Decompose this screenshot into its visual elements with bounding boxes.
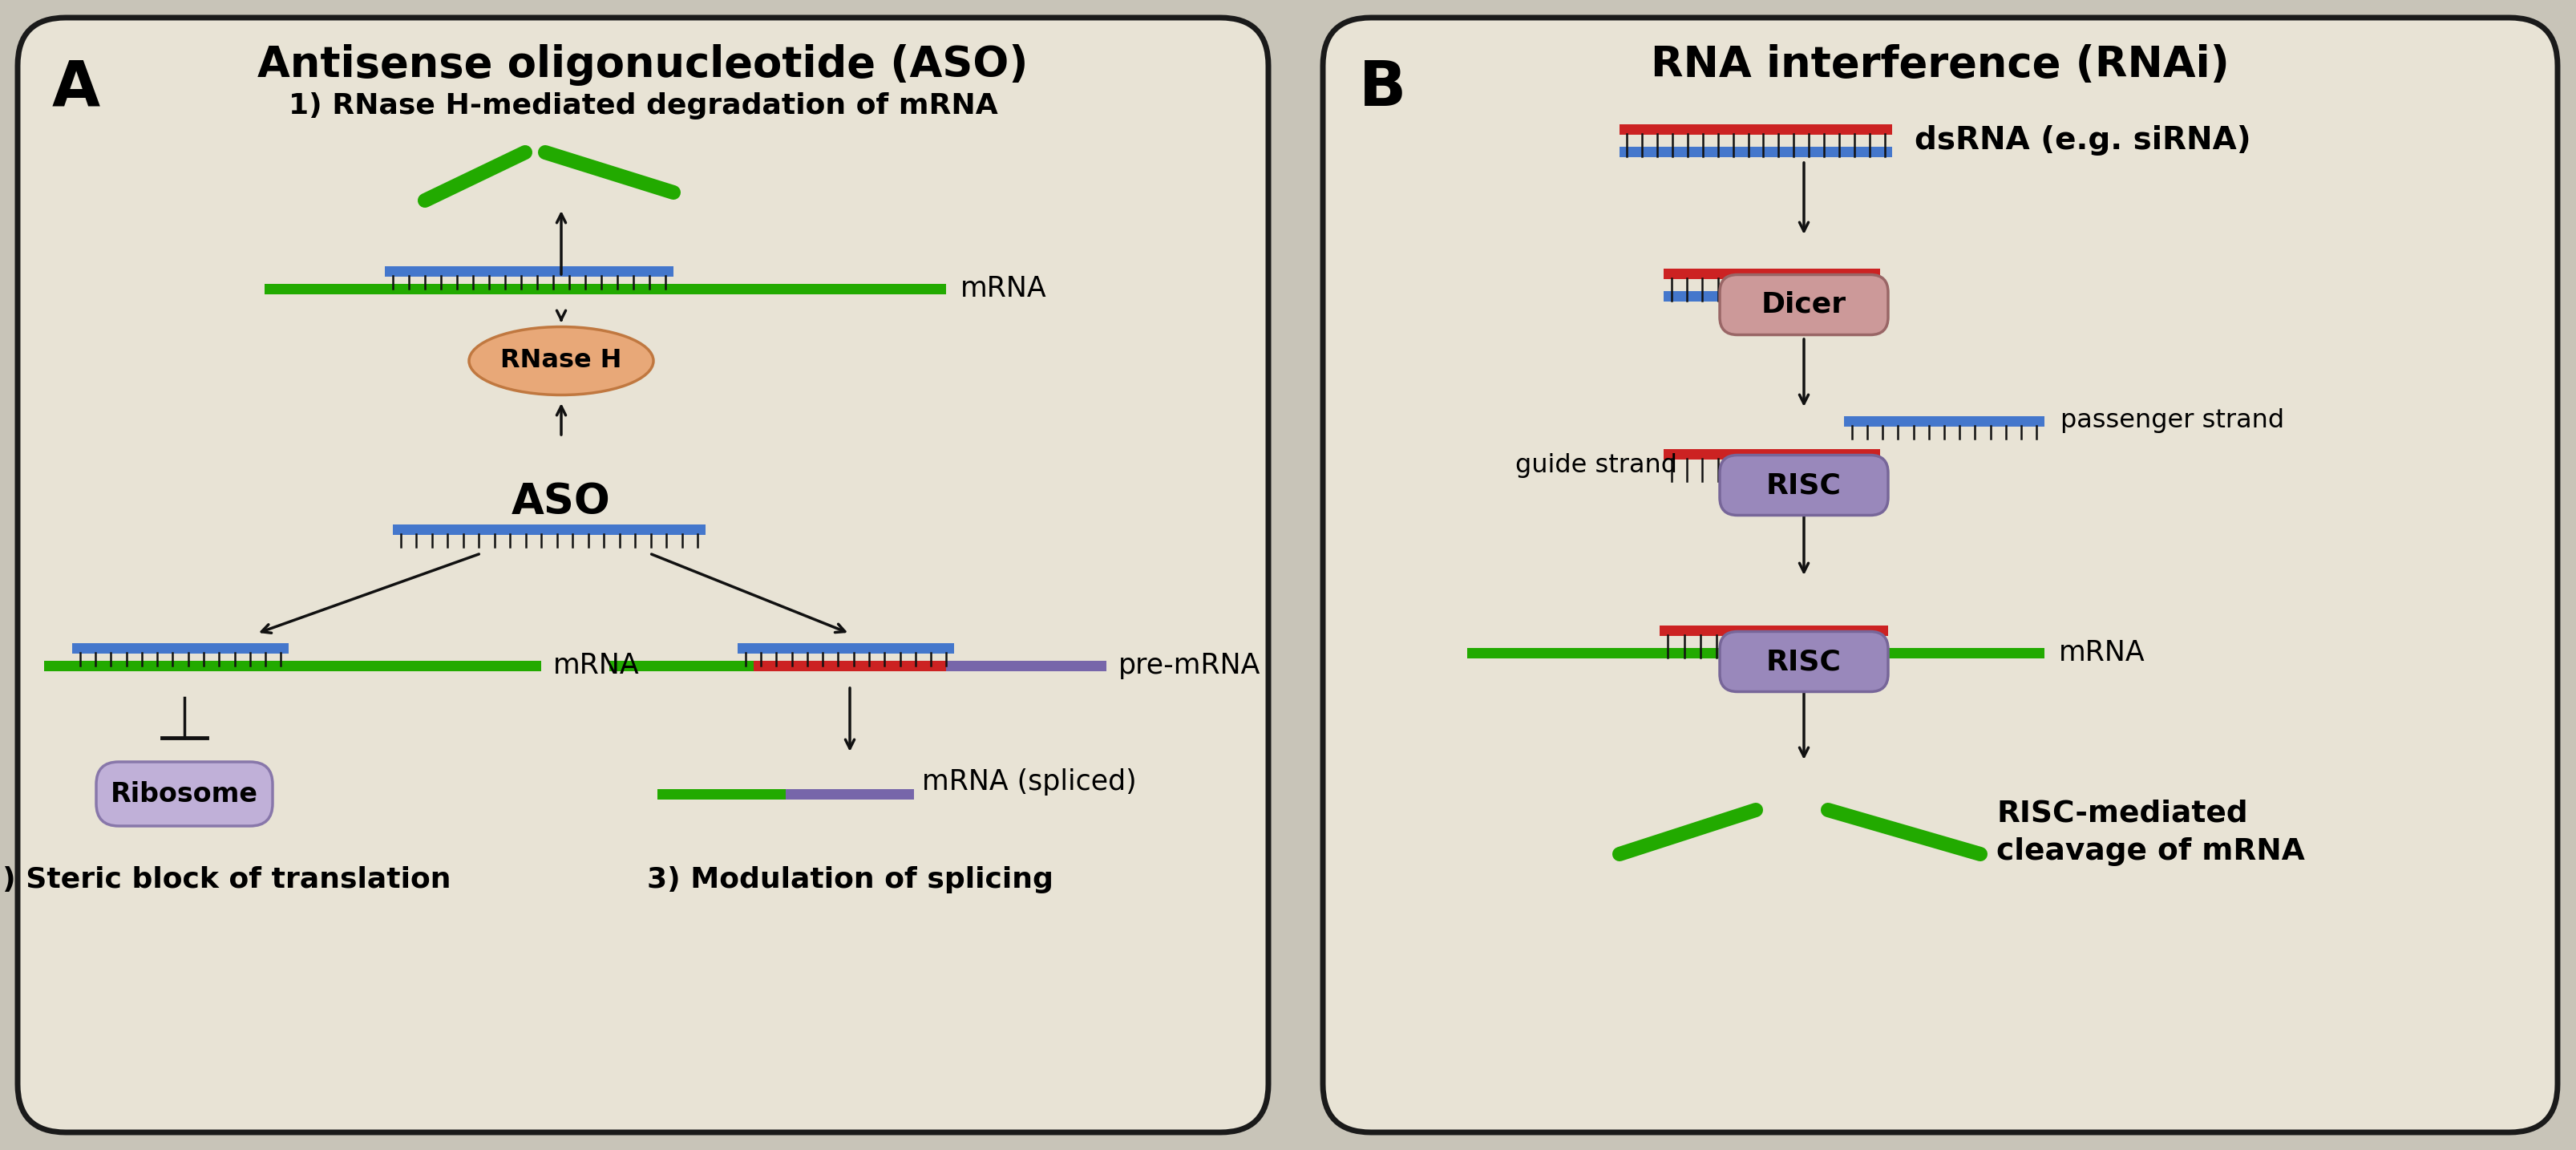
Bar bbox=[1664, 268, 1880, 278]
Text: mRNA: mRNA bbox=[554, 652, 639, 680]
Text: Ribosome: Ribosome bbox=[111, 781, 258, 807]
Bar bbox=[611, 660, 755, 670]
Text: mRNA (spliced): mRNA (spliced) bbox=[922, 768, 1136, 796]
Bar bbox=[1620, 124, 1893, 135]
Text: pre-mRNA: pre-mRNA bbox=[1118, 652, 1260, 680]
Bar bbox=[737, 643, 953, 653]
Text: mRNA: mRNA bbox=[2058, 639, 2146, 666]
Bar bbox=[1620, 146, 1893, 156]
Bar bbox=[394, 524, 706, 535]
Text: 3) Modulation of splicing: 3) Modulation of splicing bbox=[647, 866, 1054, 894]
FancyBboxPatch shape bbox=[1721, 275, 1888, 335]
Text: RISC-mediated
cleavage of mRNA: RISC-mediated cleavage of mRNA bbox=[1996, 799, 2306, 866]
Bar bbox=[1664, 448, 1880, 459]
Bar bbox=[1844, 416, 2045, 427]
Bar bbox=[1664, 291, 1880, 301]
Text: RNA interference (RNAi): RNA interference (RNAi) bbox=[1651, 44, 2231, 86]
Text: 1) RNase H-mediated degradation of mRNA: 1) RNase H-mediated degradation of mRNA bbox=[289, 92, 997, 120]
Bar bbox=[72, 643, 289, 653]
Bar bbox=[265, 284, 945, 294]
Text: RNase H: RNase H bbox=[500, 348, 621, 374]
Bar bbox=[657, 789, 786, 799]
FancyBboxPatch shape bbox=[1721, 631, 1888, 691]
Bar bbox=[384, 266, 672, 276]
Text: guide strand: guide strand bbox=[1515, 453, 1677, 477]
Text: Dicer: Dicer bbox=[1762, 291, 1847, 319]
Bar bbox=[1659, 626, 1888, 636]
Bar bbox=[44, 660, 541, 670]
Text: passenger strand: passenger strand bbox=[2061, 408, 2285, 434]
Text: RISC: RISC bbox=[1767, 472, 1842, 499]
Text: Antisense oligonucleotide (ASO): Antisense oligonucleotide (ASO) bbox=[258, 44, 1028, 86]
FancyBboxPatch shape bbox=[18, 17, 1267, 1133]
FancyBboxPatch shape bbox=[1324, 17, 2558, 1133]
Text: B: B bbox=[1360, 58, 1406, 118]
Text: A: A bbox=[52, 58, 100, 118]
Text: 2) Steric block of translation: 2) Steric block of translation bbox=[0, 866, 451, 894]
Bar bbox=[755, 660, 945, 670]
Text: RISC: RISC bbox=[1767, 647, 1842, 675]
FancyBboxPatch shape bbox=[95, 761, 273, 826]
Text: dsRNA (e.g. siRNA): dsRNA (e.g. siRNA) bbox=[1914, 125, 2251, 155]
FancyBboxPatch shape bbox=[1721, 455, 1888, 515]
Text: ASO: ASO bbox=[513, 481, 611, 523]
Ellipse shape bbox=[469, 327, 654, 394]
Bar bbox=[786, 789, 914, 799]
Bar bbox=[1468, 647, 2045, 658]
Bar bbox=[945, 660, 1108, 670]
Text: mRNA: mRNA bbox=[961, 275, 1046, 302]
